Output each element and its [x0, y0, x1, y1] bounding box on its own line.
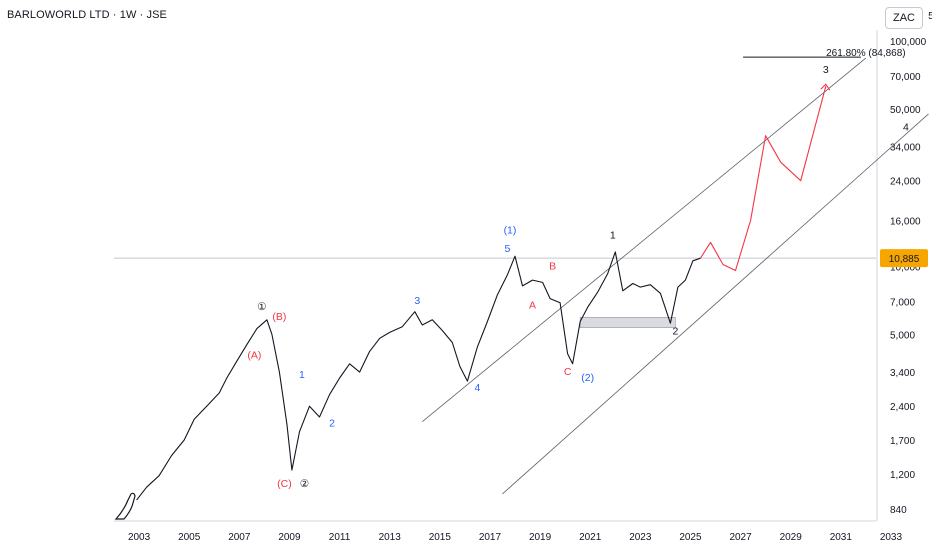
currency-badge[interactable]: ZAC: [885, 7, 923, 29]
y-tick-label: 1,700: [890, 436, 915, 447]
wave-label: 1: [610, 230, 616, 242]
x-tick-label: 2005: [178, 532, 201, 543]
x-tick-label: 2029: [780, 532, 803, 543]
x-tick-label: 2013: [379, 532, 402, 543]
projection-series-line: [700, 86, 827, 272]
y-tick-label: 3,400: [890, 368, 915, 379]
x-tick-label: 2033: [880, 532, 903, 543]
x-tick-label: 2023: [629, 532, 652, 543]
price-series-line: [136, 251, 701, 501]
wave-label: 3: [823, 64, 829, 76]
channel-line: [422, 57, 867, 422]
projection-arrowhead: [820, 83, 831, 91]
wave-label: 261.80% (84,868): [826, 48, 906, 59]
wave-label: 5: [928, 10, 932, 22]
wave-label: A: [529, 300, 536, 312]
wave-label: ①: [257, 301, 267, 313]
wave-label: 5: [505, 243, 511, 255]
tradingview-logo-icon: [114, 492, 136, 520]
wave-label: (1): [504, 225, 517, 237]
wave-label: 3: [414, 295, 420, 307]
y-tick-label: 5,000: [890, 330, 915, 341]
y-tick-label: 10,000: [890, 262, 921, 273]
y-tick-label: 34,000: [890, 143, 921, 154]
x-tick-label: 2021: [579, 532, 602, 543]
x-tick-label: 2025: [679, 532, 702, 543]
wave-label: 2: [672, 325, 678, 337]
y-tick-label: 840: [890, 505, 907, 516]
x-tick-label: 2027: [729, 532, 752, 543]
x-tick-label: 2017: [479, 532, 502, 543]
x-tick-label: 2007: [228, 532, 251, 543]
last-price-badge: [880, 249, 928, 268]
y-tick-label: 7,000: [890, 297, 915, 308]
wave-label: B: [549, 260, 556, 272]
x-tick-label: 2015: [429, 532, 452, 543]
last-price-label: 10,885: [889, 254, 920, 265]
y-tick-label: 100,000: [890, 37, 927, 48]
x-tick-label: 2019: [529, 532, 552, 543]
wave-label: (B): [272, 311, 286, 323]
channel-line: [502, 113, 929, 495]
wave-label: C: [564, 366, 572, 378]
chart-title: BARLOWORLD LTD · 1W · JSE: [7, 9, 167, 21]
wave-label: 4: [474, 382, 480, 394]
wave-label: (C): [277, 478, 292, 490]
x-tick-label: 2031: [830, 532, 853, 543]
x-tick-label: 2011: [329, 532, 351, 543]
y-tick-label: 16,000: [890, 216, 921, 227]
x-tick-label: 2003: [128, 532, 151, 543]
wave-label: (2): [581, 372, 594, 384]
y-tick-label: 70,000: [890, 72, 921, 83]
y-tick-label: 1,200: [890, 470, 915, 481]
y-tick-label: 24,000: [890, 177, 921, 188]
wave-label: (A): [247, 350, 261, 362]
x-tick-label: 2009: [278, 532, 301, 543]
wave-label: 1: [299, 369, 305, 381]
support-zone: [579, 317, 676, 329]
y-tick-label: 2,400: [890, 402, 915, 413]
wave-label: 4: [903, 122, 909, 134]
wave-label: ②: [300, 478, 310, 490]
wave-label: 2: [329, 418, 335, 430]
y-tick-label: 50,000: [890, 105, 921, 116]
